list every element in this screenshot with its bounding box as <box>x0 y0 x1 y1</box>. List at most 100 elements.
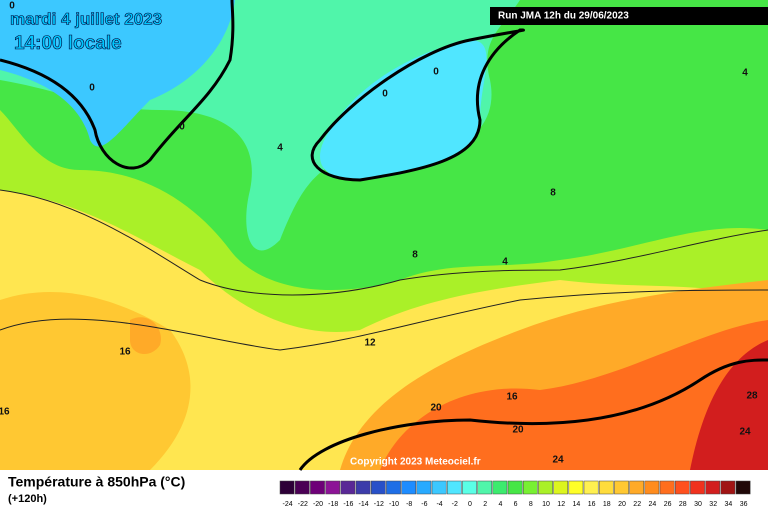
legend-label: 18 <box>603 501 611 508</box>
legend-swatch <box>340 480 356 495</box>
field-cyan2 <box>320 40 487 180</box>
legend-label: 22 <box>633 501 641 508</box>
legend: -24 -22 -20 -18 -16 -14 -12 -10 -8 -6 -4 -2 0 2 4 6 8 10 1… <box>279 480 751 508</box>
run-label: Run JMA 12h du 29/06/2023 <box>498 11 629 22</box>
legend-label: 20 <box>618 501 626 508</box>
legend-swatch <box>431 480 447 495</box>
field-orange2 <box>130 317 161 355</box>
legend-label: 6 <box>514 501 518 508</box>
contour-label: 0 <box>9 1 15 12</box>
legend-swatch <box>598 480 614 495</box>
legend-swatch <box>538 480 553 495</box>
legend-label: 24 <box>649 501 657 508</box>
contour-label: 24 <box>552 455 564 466</box>
contour-label: 12 <box>364 338 376 349</box>
legend-swatch <box>690 480 705 495</box>
legend-label: 34 <box>725 501 733 508</box>
legend-swatch <box>705 480 721 495</box>
legend-label: -22 <box>298 501 308 508</box>
contour-20 <box>298 358 768 471</box>
legend-swatch <box>659 480 675 495</box>
legend-swatch <box>522 480 538 495</box>
legend-swatch <box>568 480 584 495</box>
legend-label: -24 <box>283 501 293 508</box>
legend-swatch <box>477 480 493 495</box>
legend-label: -12 <box>374 501 384 508</box>
contour-label: 0 <box>433 67 439 78</box>
legend-swatch <box>401 480 417 495</box>
legend-swatch <box>370 480 386 495</box>
legend-swatch <box>720 480 736 495</box>
contour-label: 20 <box>512 425 524 436</box>
legend-swatch <box>446 480 462 495</box>
legend-label: -6 <box>421 501 427 508</box>
legend-label: 14 <box>573 501 581 508</box>
legend-label: 16 <box>588 501 596 508</box>
legend-swatch <box>325 480 341 495</box>
copyright: Copyright 2023 Meteociel.fr <box>350 457 481 468</box>
contour-label: 0 <box>179 122 185 133</box>
footer-lead: (+120h) <box>8 493 47 505</box>
legend-label: 10 <box>542 501 550 508</box>
legend-label: 0 <box>468 501 472 508</box>
legend-label: 32 <box>709 501 717 508</box>
contour-label: 16 <box>0 407 10 418</box>
legend-label: 4 <box>498 501 502 508</box>
footer-title: Température à 850hPa (°C) <box>8 474 185 490</box>
legend-swatch <box>355 480 371 495</box>
field-red <box>380 320 768 470</box>
contour-label: 0 <box>382 89 388 100</box>
legend-label: 36 <box>740 501 748 508</box>
legend-swatch <box>614 480 629 495</box>
legend-label: -14 <box>359 501 369 508</box>
run-box <box>490 7 768 25</box>
contour-label: 24 <box>739 427 751 438</box>
field-cyan <box>0 0 235 147</box>
legend-label: 28 <box>679 501 687 508</box>
legend-swatch <box>294 480 310 495</box>
contour-label: 16 <box>119 347 131 358</box>
legend-label: -16 <box>343 501 353 508</box>
date-label: mardi 4 juillet 2023 <box>10 9 162 28</box>
legend-label: -8 <box>406 501 412 508</box>
legend-label: 2 <box>483 501 487 508</box>
legend-label: 12 <box>557 501 565 508</box>
legend-swatch <box>674 480 690 495</box>
contour-12 <box>0 289 768 351</box>
contour-label: 28 <box>746 391 758 402</box>
field-darkred <box>690 340 768 470</box>
legend-swatch <box>492 480 508 495</box>
contour-label: 8 <box>550 188 556 199</box>
legend-label: 26 <box>664 501 672 508</box>
legend-swatch <box>629 480 645 495</box>
legend-swatch <box>462 480 477 495</box>
contour-labels: 0 0 0 0 0 4 4 4 8 8 12 16 16 16 20 20 24 24 28 <box>0 1 758 466</box>
contour-label: 4 <box>742 68 748 79</box>
legend-label: -4 <box>436 501 442 508</box>
legend-swatch <box>553 480 569 495</box>
contour-0b <box>310 28 525 182</box>
legend-swatch <box>735 480 751 495</box>
legend-label: 30 <box>694 501 702 508</box>
contour-8 <box>0 189 768 296</box>
legend-label: -10 <box>389 501 399 508</box>
legend-label: -18 <box>328 501 338 508</box>
legend-label: -20 <box>313 501 323 508</box>
legend-swatch <box>386 480 401 495</box>
contour-label: 4 <box>277 143 283 154</box>
map: Run JMA 12h du 29/06/2023 mardi 4 juille… <box>0 0 768 471</box>
contour-0 <box>0 0 235 170</box>
legend-swatch <box>644 480 660 495</box>
time-label: 14:00 locale <box>14 33 122 54</box>
legend-label: -2 <box>452 501 458 508</box>
legend-label: 8 <box>529 501 533 508</box>
contour-label: 16 <box>506 392 518 403</box>
legend-swatch <box>507 480 523 495</box>
contour-label: 0 <box>89 83 95 94</box>
legend-swatch <box>279 480 295 495</box>
contour-label: 4 <box>502 257 508 268</box>
legend-swatch <box>416 480 432 495</box>
legend-swatch <box>583 480 599 495</box>
legend-swatch <box>310 480 325 495</box>
